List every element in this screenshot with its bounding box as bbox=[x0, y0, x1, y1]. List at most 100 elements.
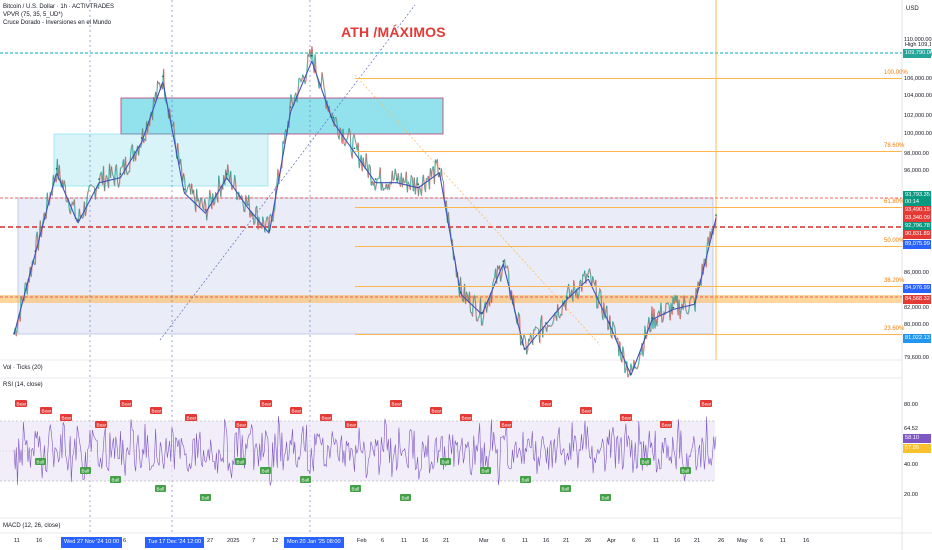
bear-label: Bear bbox=[622, 416, 632, 421]
price-tag: 90,831.89 bbox=[903, 230, 931, 239]
price-axis-label: 104,000.00 bbox=[904, 93, 932, 99]
bull-marker bbox=[235, 458, 246, 465]
price-tag: 93,340.09 bbox=[903, 214, 931, 223]
price-axis-label: 100,000.00 bbox=[904, 131, 932, 137]
time-axis-label: 21 bbox=[694, 538, 701, 544]
macd-panel-label[interactable]: MACD (12, 26, close) bbox=[3, 523, 61, 529]
price-point bbox=[566, 296, 568, 299]
price-tag: 81,022.13 bbox=[903, 334, 931, 343]
time-axis-label: 12 bbox=[272, 538, 279, 544]
bear-label: Bear bbox=[322, 416, 332, 421]
bear-marker bbox=[430, 407, 442, 414]
price-axis-label: 110,000.00 bbox=[904, 37, 932, 43]
price-tag: 84,568.32 bbox=[903, 295, 931, 304]
moving-average bbox=[13, 59, 717, 377]
price-point bbox=[311, 54, 313, 57]
price-series bbox=[13, 46, 717, 378]
bear-marker bbox=[390, 400, 402, 407]
rsi-axis-label: 64.52 bbox=[904, 426, 918, 432]
price-axis-label: 82,000.00 bbox=[904, 305, 929, 311]
price-point bbox=[55, 168, 58, 170]
price-axis-label: 102,000.00 bbox=[904, 113, 932, 119]
time-axis-label: Feb bbox=[357, 538, 367, 544]
supply-zone bbox=[120, 97, 444, 135]
bull-label: Bull bbox=[522, 478, 530, 483]
price-point bbox=[353, 147, 356, 150]
fib-line bbox=[355, 245, 902, 247]
bull-label: Bull bbox=[682, 469, 690, 474]
price-point bbox=[289, 106, 292, 108]
time-axis-label: 26 bbox=[585, 538, 592, 544]
bear-label: Bear bbox=[292, 409, 302, 414]
price-point bbox=[34, 250, 37, 252]
price-axis-label: 86,000.00 bbox=[904, 270, 929, 276]
fib-line bbox=[355, 151, 902, 153]
time-axis-label: 16 bbox=[674, 538, 681, 544]
time-cursor-label: Tue 17 Dec '24 12:00 bbox=[145, 537, 205, 548]
time-axis-label: 21 bbox=[563, 538, 570, 544]
time-axis-label: 6 bbox=[632, 538, 636, 544]
volume-panel-label[interactable]: Vol · Ticks (20) bbox=[3, 365, 43, 371]
bull-marker bbox=[600, 494, 611, 501]
price-point bbox=[502, 260, 505, 263]
bear-label: Bear bbox=[347, 423, 357, 428]
bear-marker bbox=[15, 400, 27, 407]
currency-label: USD bbox=[906, 6, 919, 12]
bull-marker bbox=[560, 485, 571, 492]
bull-label: Bull bbox=[642, 460, 650, 465]
accumulation-box bbox=[17, 197, 714, 335]
bull-marker bbox=[155, 485, 166, 492]
time-axis-label: 6 bbox=[381, 538, 385, 544]
ath-annotation: ATH /MÁXIMOS bbox=[341, 24, 446, 40]
price-point bbox=[459, 291, 462, 293]
bull-label: Bull bbox=[562, 487, 570, 492]
fib-line bbox=[355, 334, 902, 336]
bull-label: Bull bbox=[237, 460, 245, 465]
bear-label: Bear bbox=[237, 423, 247, 428]
bear-marker bbox=[345, 421, 357, 428]
price-point bbox=[183, 188, 185, 191]
bull-label: Bull bbox=[602, 496, 610, 501]
bear-label: Bear bbox=[42, 409, 52, 414]
bull-marker bbox=[35, 458, 46, 465]
bear-marker bbox=[120, 400, 132, 407]
price-point bbox=[438, 168, 441, 170]
bull-marker bbox=[80, 467, 91, 474]
bull-label: Bull bbox=[442, 460, 450, 465]
indicator-vpvr-label[interactable]: VPVR (75, 35, 5_UD*) bbox=[3, 12, 63, 18]
bear-marker bbox=[700, 400, 712, 407]
rsi-line bbox=[13, 415, 717, 486]
rsi-panel-label[interactable]: RSI (14, close) bbox=[3, 382, 43, 388]
bear-label: Bear bbox=[582, 409, 592, 414]
bull-marker bbox=[680, 467, 691, 474]
price-point bbox=[204, 209, 207, 211]
price-point bbox=[715, 214, 717, 216]
bull-marker bbox=[640, 458, 651, 465]
time-axis-label: 6 bbox=[123, 538, 127, 544]
price-point bbox=[98, 178, 100, 180]
bear-label: Bear bbox=[97, 423, 107, 428]
fib-label: 50.00% bbox=[884, 237, 905, 244]
bull-label: Bull bbox=[202, 496, 210, 501]
indicator-golden-cross-label[interactable]: Cruce Dorado - Inversiones en el Mundo bbox=[3, 20, 112, 26]
bear-marker bbox=[235, 421, 247, 428]
bear-marker bbox=[580, 407, 592, 414]
bear-marker bbox=[660, 421, 672, 428]
price-axis-label: 106,000.00 bbox=[904, 76, 932, 82]
bull-marker bbox=[350, 485, 361, 492]
price-tag: 109,790.00 bbox=[903, 49, 931, 58]
price-line-shadow bbox=[14, 46, 717, 378]
bear-marker bbox=[260, 400, 272, 407]
price-axis-label: 96,000.00 bbox=[904, 168, 929, 174]
time-axis-label: 11 bbox=[653, 538, 659, 544]
chart-title: Bitcoin / U.S. Dollar · 1h · ACTIVTRADES bbox=[3, 4, 115, 10]
time-axis-label: 16 bbox=[422, 538, 429, 544]
price-point bbox=[225, 173, 228, 175]
price-tag: 84,976.99 bbox=[903, 284, 931, 293]
price-point bbox=[396, 178, 398, 180]
bear-marker bbox=[60, 414, 72, 421]
bull-label: Bull bbox=[482, 469, 490, 474]
rsi-series: Bear Bear Bear Bear Bear Bear Bear Bear Bear Bear… bbox=[13, 400, 717, 501]
bear-marker bbox=[320, 414, 332, 421]
